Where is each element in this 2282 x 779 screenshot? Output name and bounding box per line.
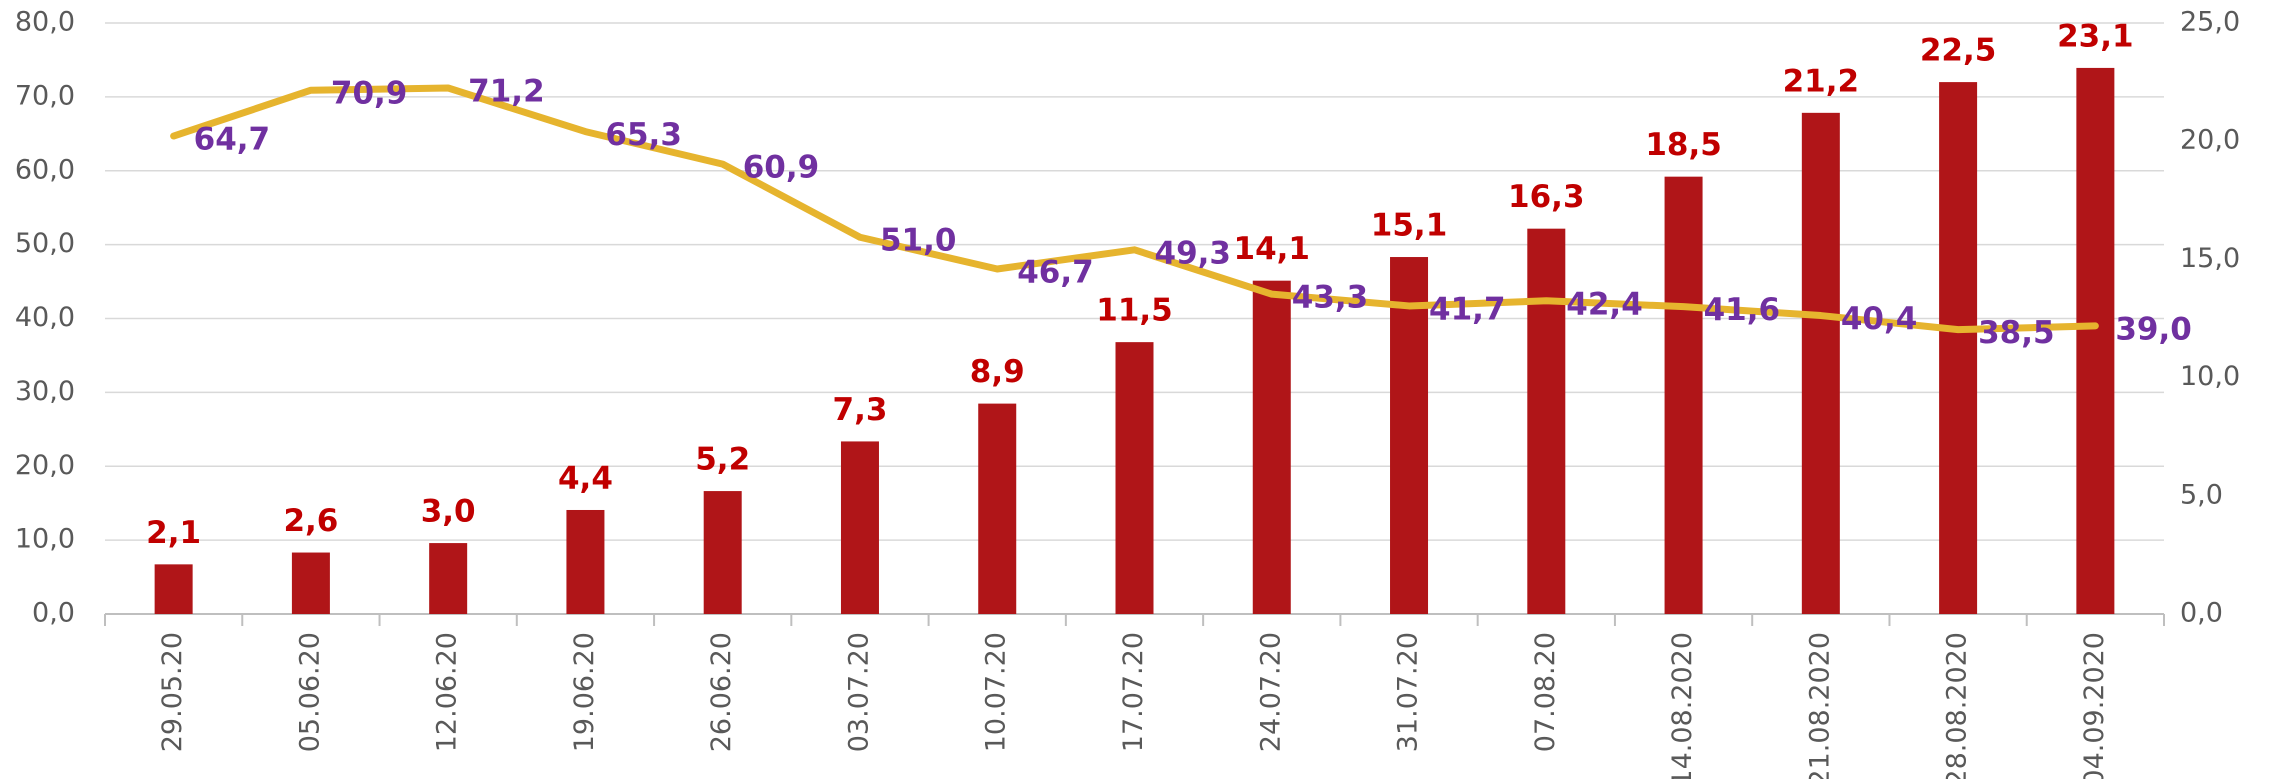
y-tick-label: 50,0	[15, 228, 75, 259]
bar	[1664, 176, 1703, 614]
y-tick-label: 10,0	[15, 524, 75, 555]
bar-value-label: 5,2	[695, 442, 750, 478]
line-value-label: 43,3	[1292, 280, 1369, 316]
x-tick-label: 19.06.20	[569, 632, 600, 752]
y2-tick-label: 10,0	[2180, 361, 2240, 392]
x-tick-label: 17.07.20	[1118, 632, 1149, 752]
line-value-label: 65,3	[605, 117, 682, 153]
y2-tick-label: 5,0	[2180, 479, 2223, 510]
x-tick-label: 28.08.2020	[1942, 632, 1973, 779]
x-tick-label: 26.06.20	[706, 632, 737, 752]
line-value-label: 42,4	[1566, 286, 1643, 322]
bar	[1390, 257, 1429, 614]
bar	[978, 403, 1017, 614]
bar-value-label: 14,1	[1234, 231, 1311, 267]
x-tick-label: 29.05.20	[157, 632, 188, 752]
x-tick-label: 07.08.20	[1530, 632, 1561, 752]
y2-tick-label: 20,0	[2180, 125, 2240, 156]
x-tick-label: 31.07.20	[1393, 632, 1424, 752]
x-tick-label: 21.08.2020	[1804, 632, 1835, 779]
bar-value-label: 16,3	[1508, 179, 1585, 215]
y2-tick-label: 25,0	[2180, 7, 2240, 38]
line	[170, 84, 2099, 334]
bar-value-label: 2,1	[146, 515, 201, 551]
bar-value-label: 23,1	[2057, 18, 2134, 54]
line-value-label: 70,9	[331, 76, 408, 112]
bar	[1252, 280, 1291, 614]
bar	[429, 543, 468, 614]
line-value-label: 41,6	[1704, 292, 1781, 328]
y-tick-label: 30,0	[15, 376, 75, 407]
bar	[1115, 342, 1154, 614]
y-tick-label: 20,0	[15, 450, 75, 481]
bar	[703, 491, 742, 614]
bar	[1527, 228, 1566, 614]
bar-value-label: 15,1	[1371, 208, 1448, 244]
y-tick-label: 80,0	[15, 7, 75, 38]
bar	[566, 509, 605, 614]
y-tick-label: 0,0	[32, 598, 75, 629]
line-value-label: 40,4	[1841, 301, 1918, 337]
bar-value-label: 21,2	[1783, 63, 1860, 99]
y-tick-label: 70,0	[15, 80, 75, 111]
bar-value-label: 3,0	[421, 494, 476, 530]
line-value-label: 46,7	[1017, 255, 1094, 291]
line-value-label: 51,0	[880, 223, 957, 259]
x-tick-label: 24.07.20	[1255, 632, 1286, 752]
bar-value-label: 2,6	[283, 503, 338, 539]
x-tick-label: 03.07.20	[843, 632, 874, 752]
line-value-label: 38,5	[1978, 315, 2055, 351]
bar-value-label: 18,5	[1645, 127, 1722, 163]
x-tick-label: 12.06.20	[432, 632, 463, 752]
line-value-label: 41,7	[1429, 291, 1506, 327]
y-tick-label: 60,0	[15, 154, 75, 185]
bar-value-label: 8,9	[970, 354, 1025, 390]
bar-value-label: 11,5	[1096, 293, 1173, 329]
bar-value-label: 7,3	[833, 392, 888, 428]
bar	[291, 552, 330, 614]
line-value-label: 60,9	[743, 150, 820, 186]
bar-value-label: 22,5	[1920, 33, 1997, 69]
bar	[1939, 82, 1978, 615]
line-value-label: 71,2	[468, 74, 544, 110]
bar	[840, 441, 879, 614]
y2-tick-label: 0,0	[2180, 598, 2223, 629]
x-tick-label: 10.07.20	[981, 632, 1012, 752]
bar	[1801, 112, 1840, 614]
bar-value-label: 4,4	[558, 460, 613, 496]
y-tick-label: 40,0	[15, 302, 75, 333]
bar	[154, 564, 193, 614]
line-value-label: 49,3	[1155, 235, 1232, 271]
x-tick-label: 14.08.2020	[1667, 632, 1698, 779]
y2-tick-label: 15,0	[2180, 243, 2240, 274]
x-tick-label: 04.09.2020	[2079, 632, 2110, 779]
x-tick-label: 05.06.20	[294, 632, 325, 752]
line-value-label: 39,0	[2115, 311, 2192, 347]
bar	[2076, 67, 2115, 614]
line-value-label: 64,7	[194, 122, 271, 158]
